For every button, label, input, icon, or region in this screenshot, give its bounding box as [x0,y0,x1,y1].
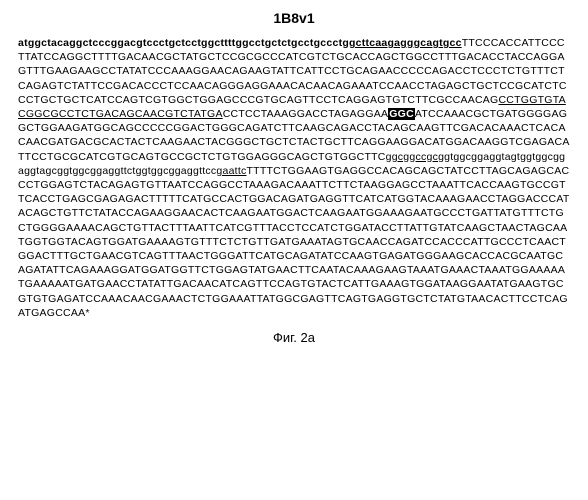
seq-run: CCTCCTAAAGGACCTAGAGGAA [223,108,389,120]
seq-run: gaattc [216,165,246,177]
figure-caption: Фиг. 2a [18,330,570,345]
seq-run: ggcggccgc [386,151,438,163]
seq-run: GGC [388,108,415,120]
seq-run: atggctacaggctcccggacgtccctgctcctggcttttg… [18,37,349,49]
seq-run: TTTTCTGGAAGTGAGGCCACAGCAGCTATCCTTAGCAGAG… [18,165,570,319]
seq-run: gcttcaagagggcagtgcc [349,37,462,49]
sequence-block: atggctacaggctcccggacgtccctgctcctggcttttg… [18,36,570,320]
figure-title: 1B8v1 [18,10,570,26]
